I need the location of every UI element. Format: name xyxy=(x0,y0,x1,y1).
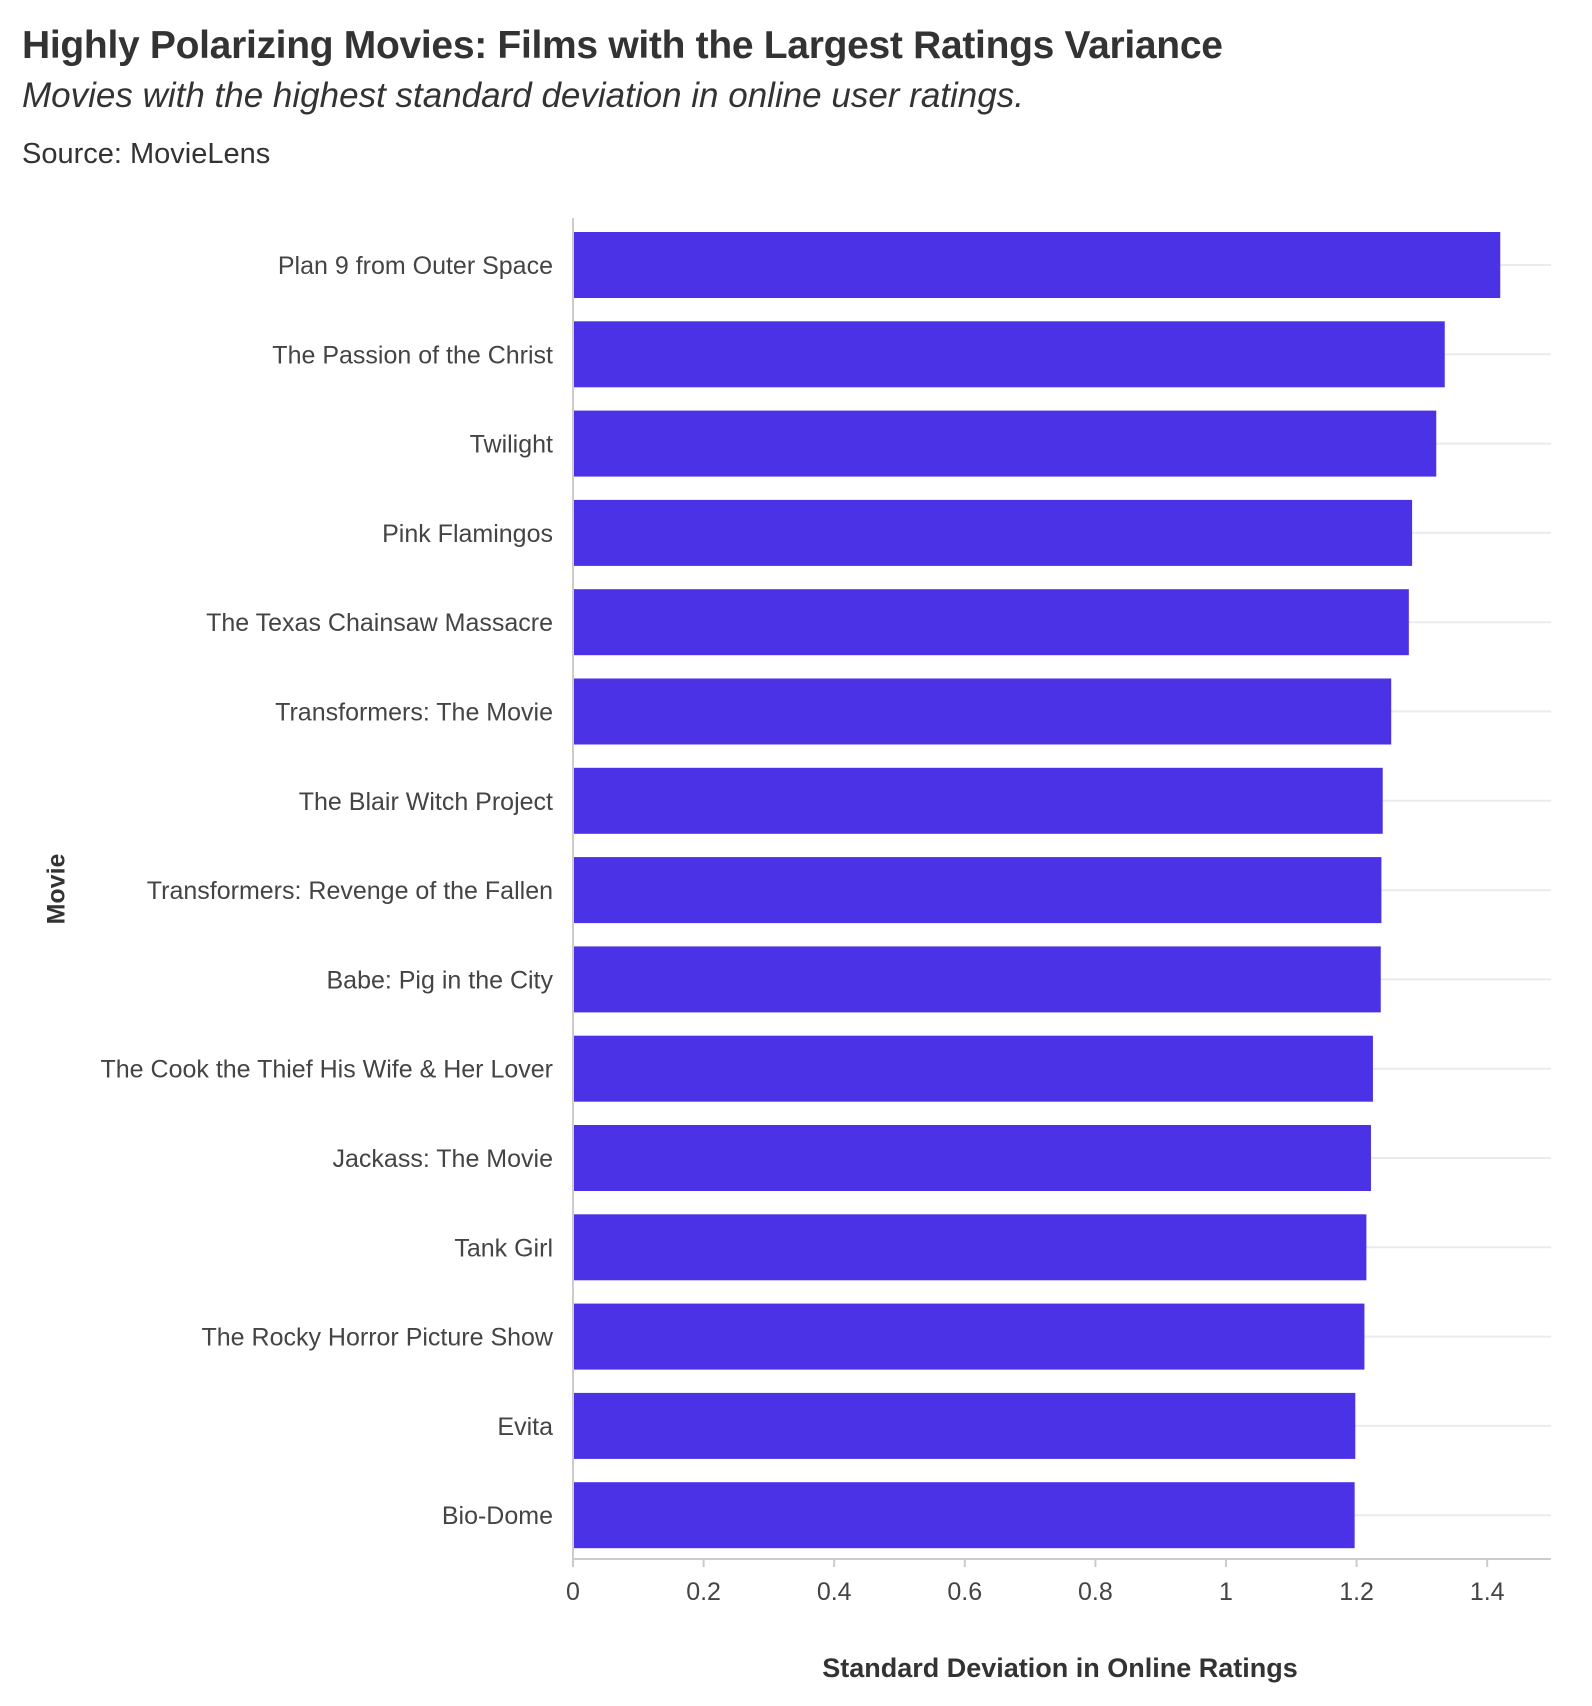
bar xyxy=(573,589,1409,656)
category-label: Bio-Dome xyxy=(442,1502,553,1530)
category-label: Transformers: Revenge of the Fallen xyxy=(147,877,553,905)
bar xyxy=(573,1214,1367,1281)
category-label: Evita xyxy=(497,1413,553,1441)
category-label: Babe: Pig in the City xyxy=(326,966,553,994)
y-axis-title: Movie xyxy=(42,853,71,925)
chart-title: Highly Polarizing Movies: Films with the… xyxy=(22,24,1223,67)
category-label: The Blair Witch Project xyxy=(299,788,553,816)
x-tick-label: 1.2 xyxy=(1339,1578,1374,1606)
bar xyxy=(573,946,1381,1013)
category-label: Tank Girl xyxy=(454,1234,553,1262)
x-axis-title: Standard Deviation in Online Ratings xyxy=(822,1653,1298,1683)
bar xyxy=(573,499,1413,566)
bar xyxy=(573,321,1445,388)
bar xyxy=(573,410,1437,477)
chart-subtitle: Movies with the highest standard deviati… xyxy=(22,76,1024,115)
x-tick-label: 0.8 xyxy=(1078,1578,1113,1606)
category-label: Twilight xyxy=(470,431,553,459)
bar xyxy=(573,857,1382,924)
bar xyxy=(573,1392,1356,1459)
x-tick-label: 0 xyxy=(566,1578,580,1606)
bar xyxy=(573,1125,1371,1191)
category-label: The Passion of the Christ xyxy=(272,341,553,369)
category-label: Jackass: The Movie xyxy=(333,1145,553,1173)
category-label: Pink Flamingos xyxy=(382,520,553,548)
category-label: The Texas Chainsaw Massacre xyxy=(206,609,553,637)
x-tick-label: 1 xyxy=(1219,1578,1233,1606)
category-label: Transformers: The Movie xyxy=(275,699,553,727)
category-labels: Plan 9 from Outer Space The Passion of th… xyxy=(101,252,554,1530)
category-label: Plan 9 from Outer Space xyxy=(278,252,553,280)
bar xyxy=(573,678,1392,745)
chart-source: Source: MovieLens xyxy=(22,138,271,170)
bar xyxy=(573,1303,1365,1370)
category-label: The Cook the Thief His Wife & Her Lover xyxy=(101,1056,554,1084)
x-tick-label: 0.2 xyxy=(686,1578,721,1606)
x-tick-label: 1.4 xyxy=(1470,1578,1505,1606)
bar xyxy=(573,767,1383,834)
x-tick-labels: 0 0.2 0.4 0.6 0.8 1 1.2 1.4 xyxy=(566,1578,1505,1606)
bar xyxy=(573,1482,1355,1549)
bars xyxy=(573,232,1501,1549)
x-tick-label: 0.6 xyxy=(947,1578,982,1606)
category-label: The Rocky Horror Picture Show xyxy=(201,1324,553,1352)
bar xyxy=(573,1035,1373,1102)
axes xyxy=(572,218,1551,1567)
bar xyxy=(573,232,1501,298)
x-tick-label: 0.4 xyxy=(817,1578,852,1606)
